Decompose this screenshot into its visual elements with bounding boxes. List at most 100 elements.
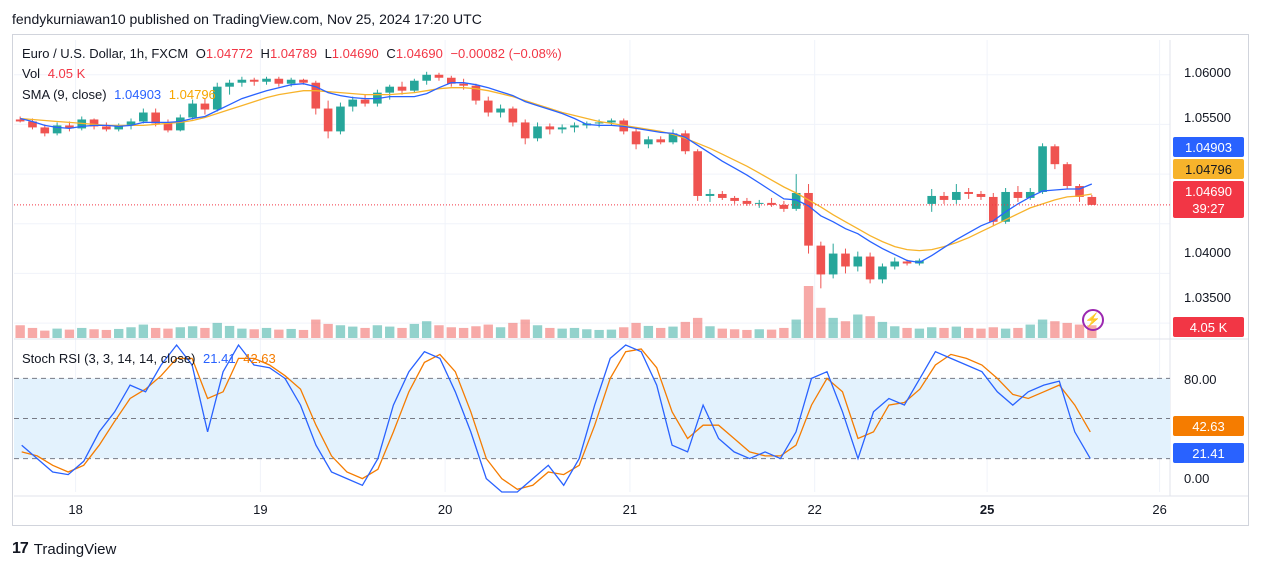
stoch-d-value: 42.63 — [243, 351, 276, 366]
sma-slow-line — [20, 87, 1092, 252]
volume-bar — [483, 324, 493, 338]
volume-bar — [421, 321, 432, 338]
candle-body — [52, 125, 62, 134]
candle-body — [1013, 191, 1023, 198]
candle-body — [508, 108, 518, 123]
candle-body — [249, 79, 259, 82]
volume-bar — [963, 327, 974, 338]
volume-bar — [951, 326, 962, 338]
stoch-k-line — [21, 343, 1091, 493]
volume-bar — [458, 327, 469, 338]
volume-bar — [914, 328, 925, 338]
volume-bar — [557, 328, 567, 338]
tv-logo-mark-icon: 17 — [12, 540, 29, 557]
candle-body — [139, 112, 148, 122]
candle-body — [496, 108, 505, 113]
candle-body — [717, 193, 727, 198]
volume-bar — [902, 327, 912, 338]
candle-body — [1038, 146, 1047, 192]
volume-bar — [323, 323, 333, 338]
volume-bar — [348, 326, 358, 338]
volume-bar — [434, 325, 444, 338]
candle-body — [693, 151, 702, 196]
candle-body — [348, 99, 358, 107]
candle-body — [890, 261, 900, 267]
volume-bar — [656, 327, 666, 338]
candle-body — [175, 117, 185, 131]
volume-bar — [569, 327, 580, 338]
volume-bar — [729, 329, 740, 338]
high-value: 1.04789 — [269, 46, 317, 61]
candle-body — [311, 82, 321, 109]
volume-bar — [927, 327, 937, 338]
x-tick-label: 21 — [623, 502, 637, 517]
candle-body — [594, 122, 604, 124]
candle-body — [841, 253, 850, 267]
volume-bar — [64, 329, 75, 338]
candle-body — [804, 192, 813, 246]
volume-bar — [1050, 321, 1060, 338]
candle-body — [286, 79, 296, 84]
lightning-icon[interactable]: ⚡ — [1082, 309, 1104, 331]
candle-body — [262, 78, 271, 82]
volume-bar — [397, 327, 407, 338]
candle-body — [964, 191, 973, 194]
volume-bar — [385, 326, 395, 338]
candle-body — [274, 78, 284, 84]
volume-bar — [532, 325, 543, 338]
candle-body — [471, 85, 481, 101]
volume-bar — [224, 325, 235, 338]
volume-bar — [840, 321, 851, 338]
candle-body — [410, 80, 419, 91]
candle-body — [878, 266, 887, 280]
candle-body — [237, 79, 247, 83]
low-value: 1.04690 — [331, 46, 379, 61]
branding-text: TradingView — [33, 540, 117, 558]
volume-bar — [890, 326, 900, 338]
candle-body — [865, 256, 875, 280]
volume-bar — [1025, 324, 1035, 338]
candle-body — [1075, 186, 1084, 197]
x-tick-label: 18 — [68, 502, 82, 517]
candle-body — [40, 127, 50, 134]
volume-bar — [298, 329, 309, 338]
open-value: 1.04772 — [205, 46, 253, 61]
volume-bar — [27, 327, 38, 338]
volume-bar — [680, 321, 691, 338]
candle-body — [533, 126, 542, 139]
candle-body — [336, 106, 345, 132]
open-label: O — [195, 46, 206, 61]
tradingview-logo[interactable]: 17 TradingView — [12, 540, 116, 558]
candle-body — [422, 74, 431, 81]
volume-bar — [274, 329, 284, 338]
volume-bar — [360, 327, 370, 338]
stoch-d-tag: 42.63 — [1173, 416, 1244, 436]
low-label: L — [324, 46, 332, 61]
volume-bar — [335, 325, 346, 338]
volume-bar — [150, 327, 161, 338]
candle-body — [902, 261, 912, 264]
candle-body — [323, 108, 333, 132]
volume-bar — [594, 329, 604, 338]
candle-body — [200, 103, 210, 110]
candle-body — [102, 126, 111, 130]
countdown-tag: 39:27 — [1173, 199, 1244, 218]
candle-body — [15, 119, 25, 122]
candle-body — [397, 86, 407, 91]
sma-label: SMA (9, close) — [22, 87, 107, 102]
volume-bar — [643, 325, 654, 338]
candle-body — [656, 139, 666, 143]
candle-body — [557, 127, 567, 130]
volume-bar — [126, 327, 136, 338]
volume-value: 4.05 K — [47, 66, 86, 81]
volume-bar — [508, 322, 518, 338]
volume-legend: Vol 4.05 K — [22, 64, 89, 84]
volume-bar — [766, 329, 777, 338]
candle-body — [570, 125, 579, 128]
volume-bar — [988, 327, 998, 338]
volume-bar — [754, 329, 764, 338]
volume-bar — [409, 323, 420, 338]
volume-bar — [717, 328, 727, 338]
high-label: H — [260, 46, 270, 61]
